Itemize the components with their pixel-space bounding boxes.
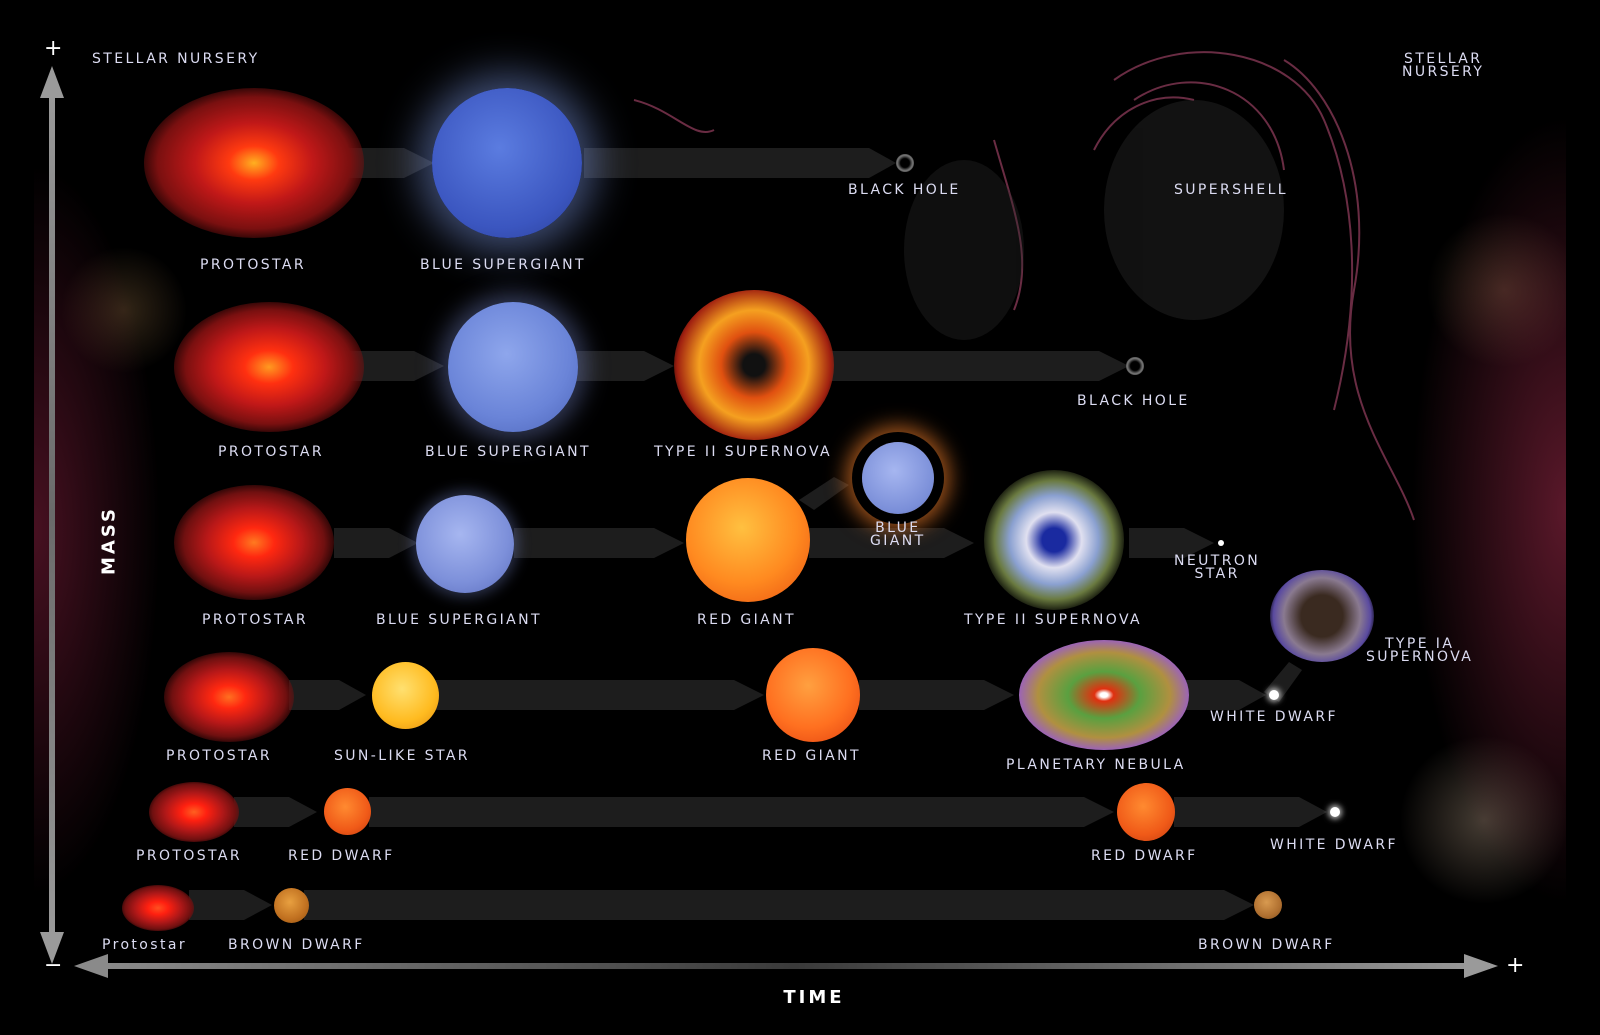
type-ii-supernova-r3 xyxy=(984,470,1124,610)
flow-arrow-r6a xyxy=(189,890,272,920)
type-ii-supernova-r2 xyxy=(674,290,834,440)
flow-arrow-r4d xyxy=(1184,680,1266,710)
time-plus-sign: + xyxy=(1506,953,1525,978)
stellar-nursery-right-label: STELLAR NURSERY xyxy=(1402,51,1485,80)
flow-arrow-r5b xyxy=(369,797,1114,827)
red-dwarf-label-r5: RED DWARF xyxy=(288,848,395,864)
flow-arrow-r6b xyxy=(304,890,1254,920)
protostar-r2 xyxy=(174,302,364,432)
brown-dwarf-end-r6 xyxy=(1254,891,1282,919)
blue-supergiant-r3 xyxy=(416,495,514,593)
flow-arrow-r3e xyxy=(799,477,849,510)
flow-arrow-r2a xyxy=(344,351,444,381)
red-giant-label-r3: RED GIANT xyxy=(697,612,796,628)
protostar-label-r2: PROTOSTAR xyxy=(218,444,325,460)
supershell-label: SUPERSHELL xyxy=(1174,182,1289,198)
flow-arrow-r5a xyxy=(234,797,317,827)
black-hole-r2 xyxy=(1126,357,1144,375)
protostar-label-r4: PROTOSTAR xyxy=(166,748,273,764)
red-dwarf-r5 xyxy=(324,788,371,835)
type-ia-supernova-label: TYPE IA SUPERNOVA xyxy=(1366,636,1474,665)
blue-supergiant-r2 xyxy=(448,302,578,432)
red-giant-label-r4: RED GIANT xyxy=(762,748,861,764)
black-hole-label-r2: BLACK HOLE xyxy=(1077,393,1190,409)
flow-arrow-r4b xyxy=(434,680,764,710)
black-hole-label-r1: BLACK HOLE xyxy=(848,182,961,198)
mass-plus-sign: + xyxy=(44,36,63,61)
flow-arrow-r4c xyxy=(859,680,1014,710)
white-dwarf-label-r4: WHITE DWARF xyxy=(1210,709,1338,725)
blue-supergiant-label-r3: BLUE SUPERGIANT xyxy=(376,612,542,628)
blue-supergiant-r1 xyxy=(432,88,582,238)
diagram-panel: + − + MASS TIME STELLAR NURSERY STELLAR … xyxy=(34,30,1566,1012)
protostar-label-r6: Protostar xyxy=(102,937,187,953)
black-hole-r1 xyxy=(896,154,914,172)
protostar-r1 xyxy=(144,88,364,238)
type-ii-supernova-label-r2: TYPE II SUPERNOVA xyxy=(654,444,833,460)
mass-minus-sign: − xyxy=(44,953,63,978)
supershell-filaments xyxy=(633,51,1415,521)
blue-supergiant-label-r2: BLUE SUPERGIANT xyxy=(425,444,591,460)
protostar-r4 xyxy=(164,652,294,742)
flow-arrow-r1b xyxy=(584,148,896,178)
flow-arrow-r3c xyxy=(809,528,974,558)
protostar-r3 xyxy=(174,485,334,600)
white-dwarf-label-r5: WHITE DWARF xyxy=(1270,837,1398,853)
sun-like-star-r4 xyxy=(372,662,439,729)
mass-axis-label: MASS xyxy=(98,506,120,575)
flow-arrow-r3d xyxy=(1129,528,1214,558)
time-axis-label: TIME xyxy=(783,987,845,1008)
time-axis-arrow xyxy=(74,954,1498,978)
type-ia-supernova xyxy=(1270,570,1374,662)
white-dwarf-r5 xyxy=(1330,807,1340,817)
red-giant-r3 xyxy=(686,478,810,602)
red-dwarf-end-r5 xyxy=(1117,783,1175,841)
brown-dwarf-end-label-r6: BROWN DWARF xyxy=(1198,937,1335,953)
flow-arrow-r2c xyxy=(824,351,1129,381)
neutron-star-r3 xyxy=(1218,540,1224,546)
protostar-label-r5: PROTOSTAR xyxy=(136,848,243,864)
flow-arrow-r3b xyxy=(514,528,684,558)
type-ii-supernova-label-r3: TYPE II SUPERNOVA xyxy=(964,612,1143,628)
flow-arrow-r3a xyxy=(334,528,418,558)
flow-arrow-r4a xyxy=(289,680,366,710)
blue-giant-r3 xyxy=(862,442,934,514)
flow-arrow-r5c xyxy=(1174,797,1327,827)
protostar-label-r3: PROTOSTAR xyxy=(202,612,309,628)
sun-like-star-label: SUN-LIKE STAR xyxy=(334,748,470,764)
red-giant-r4 xyxy=(766,648,860,742)
blue-giant-label: BLUE GIANT xyxy=(870,520,926,549)
protostar-r6 xyxy=(122,885,194,931)
red-dwarf-end-label-r5: RED DWARF xyxy=(1091,848,1198,864)
mass-axis-arrow xyxy=(40,66,64,964)
white-dwarf-r4 xyxy=(1269,690,1279,700)
protostar-label-r1: PROTOSTAR xyxy=(200,257,307,273)
background-nebula xyxy=(904,100,1284,340)
planetary-nebula-label: PLANETARY NEBULA xyxy=(1006,757,1186,773)
blue-supergiant-label-r1: BLUE SUPERGIANT xyxy=(420,257,586,273)
flow-arrow-r2b xyxy=(574,351,674,381)
stellar-nursery-left-label: STELLAR NURSERY xyxy=(92,51,260,67)
protostar-r5 xyxy=(149,782,239,842)
brown-dwarf-r6 xyxy=(274,888,309,923)
brown-dwarf-label-r6: BROWN DWARF xyxy=(228,937,365,953)
planetary-nebula-r4 xyxy=(1019,640,1189,750)
neutron-star-label: NEUTRON STAR xyxy=(1174,553,1261,582)
